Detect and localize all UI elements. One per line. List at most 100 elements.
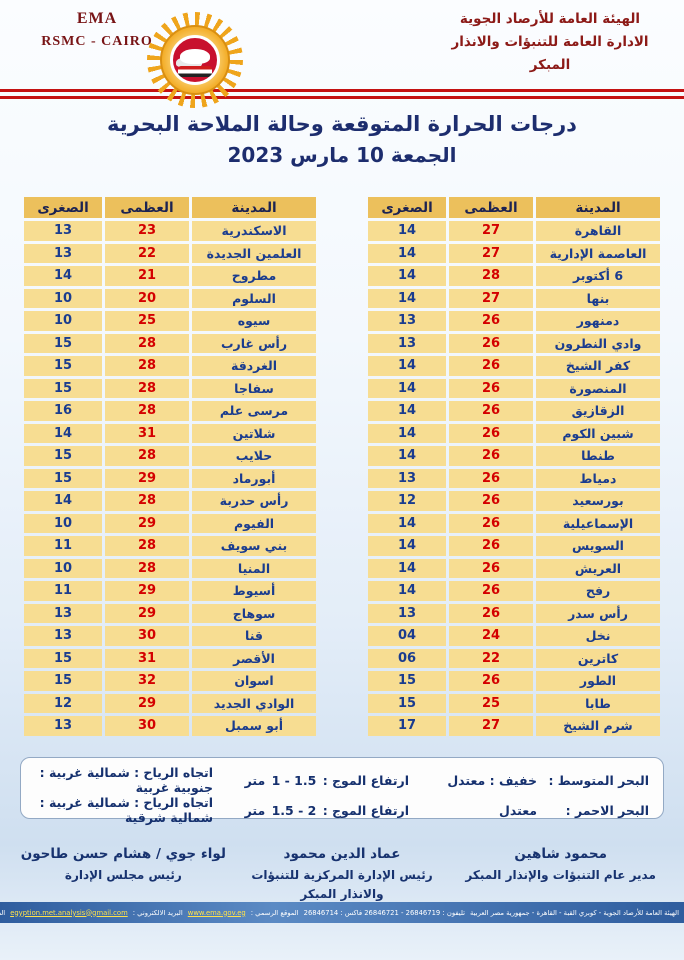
max-temp-cell: 32 — [105, 671, 189, 691]
min-temp-cell: 15 — [24, 671, 102, 691]
max-temp-cell: 31 — [105, 423, 189, 443]
table-row: كفر الشيخ 26 14 — [368, 356, 660, 376]
max-temp-cell: 28 — [449, 266, 533, 286]
table-row: المنيا 28 10 — [24, 558, 316, 578]
max-temp-cell: 29 — [105, 513, 189, 533]
min-temp-cell: 14 — [368, 221, 446, 241]
city-cell: مطروح — [192, 266, 316, 286]
min-temp-cell: 04 — [368, 626, 446, 646]
table-row: الطور 26 15 — [368, 671, 660, 691]
table-row: 6 أكتوبر 28 14 — [368, 266, 660, 286]
ema-logo — [147, 12, 243, 108]
signature-title: رئيس مجلس الإدارة — [64, 867, 182, 882]
min-temp-cell: 10 — [24, 513, 102, 533]
city-cell: أسيوط — [192, 581, 316, 601]
max-temp-cell: 22 — [105, 243, 189, 263]
city-cell: كفر الشيخ — [536, 356, 660, 376]
min-temp-cell: 13 — [24, 243, 102, 263]
city-cell: سوهاج — [192, 603, 316, 623]
max-temp-cell: 28 — [105, 446, 189, 466]
min-temp-cell: 10 — [24, 311, 102, 331]
min-temp-cell: 13 — [368, 468, 446, 488]
max-temp-cell: 22 — [449, 648, 533, 668]
wave-height: ارتفاع الموج : 1.5 - 2 متر — [213, 803, 409, 818]
min-temp-cell: 13 — [368, 311, 446, 331]
min-temp-cell: 13 — [24, 221, 102, 241]
footer-email-label: البريد الالكتروني : — [132, 908, 183, 917]
red-separator-line-bottom — [0, 96, 684, 99]
email-link[interactable]: egyption.met.analysis@gmail.com — [10, 908, 128, 917]
city-cell: العاصمة الإدارية — [536, 243, 660, 263]
city-cell: رفح — [536, 581, 660, 601]
max-temp-cell: 28 — [105, 356, 189, 376]
min-temp-cell: 13 — [24, 603, 102, 623]
table-row: العلمين الجديدة 22 13 — [24, 243, 316, 263]
table-row: قنا 30 13 — [24, 626, 316, 646]
footer-facebook-label: الصفحة الرسمية على الفيس بوك : — [0, 908, 6, 917]
signature-chairman: لواء جوي / هشام حسن طاحون رئيس مجلس الإد… — [14, 844, 233, 904]
table-row: سوهاج 29 13 — [24, 603, 316, 623]
bulletin-title: درجات الحرارة المتوقعة وحالة الملاحة الب… — [107, 112, 577, 136]
min-temp-cell: 06 — [368, 648, 446, 668]
min-temp-cell: 17 — [368, 716, 446, 736]
city-cell: بنها — [536, 288, 660, 308]
city-cell: اسوان — [192, 671, 316, 691]
city-cell: رأس حدربة — [192, 491, 316, 511]
city-cell: بورسعيد — [536, 491, 660, 511]
max-temp-cell: 26 — [449, 333, 533, 353]
max-temp-cell: 25 — [449, 693, 533, 713]
city-cell: شرم الشيخ — [536, 716, 660, 736]
table-row: بنها 27 14 — [368, 288, 660, 308]
table-row: أبو سمبل 30 13 — [24, 716, 316, 736]
min-temp-cell: 15 — [368, 671, 446, 691]
max-temp-cell: 26 — [449, 581, 533, 601]
min-column-header: الصغرى — [24, 197, 102, 218]
min-temp-cell: 12 — [368, 491, 446, 511]
max-temp-cell: 26 — [449, 468, 533, 488]
temperature-table-west: المدينة العظمى الصغرى الاسكندرية 23 13 العل… — [24, 197, 316, 736]
max-temp-cell: 26 — [449, 671, 533, 691]
org-arabic-title: الهيئة العامة للأرصاد الجوية الادارة الع… — [430, 8, 670, 77]
table-row: الاسكندرية 23 13 — [24, 221, 316, 241]
table-row: بني سويف 28 11 — [24, 536, 316, 556]
min-temp-cell: 13 — [368, 603, 446, 623]
footer-contact-bar: الهيئة العامة للأرصاد الجوية - كوبري الق… — [0, 902, 684, 923]
max-temp-cell: 25 — [105, 311, 189, 331]
table-row: شبين الكوم 26 14 — [368, 423, 660, 443]
table-row: اسوان 32 15 — [24, 671, 316, 691]
min-temp-cell: 14 — [368, 288, 446, 308]
wave-height-value: 1 - 1.5 — [271, 772, 317, 788]
city-cell: دمياط — [536, 468, 660, 488]
max-temp-cell: 29 — [105, 693, 189, 713]
min-column-header: الصغرى — [368, 197, 446, 218]
footer-site-label: الموقع الرسمي : — [250, 908, 299, 917]
max-temp-cell: 26 — [449, 446, 533, 466]
min-temp-cell: 15 — [368, 693, 446, 713]
table-row: سفاجا 28 15 — [24, 378, 316, 398]
min-temp-cell: 15 — [24, 333, 102, 353]
signature-central-admin-head: عماد الدين محمود رئيس الإدارة المركزية ل… — [233, 844, 452, 904]
min-temp-cell: 13 — [368, 333, 446, 353]
city-cell: الطور — [536, 671, 660, 691]
website-link[interactable]: www.ema.gov.eg — [187, 908, 246, 917]
max-temp-cell: 29 — [105, 581, 189, 601]
footer-org-address: الهيئة العامة للأرصاد الجوية - كوبري الق… — [469, 908, 679, 917]
min-temp-cell: 14 — [24, 423, 102, 443]
city-cell: العريش — [536, 558, 660, 578]
max-temp-cell: 21 — [105, 266, 189, 286]
max-temp-cell: 28 — [105, 491, 189, 511]
red-separator-line-top — [0, 89, 684, 92]
table-row: السويس 26 14 — [368, 536, 660, 556]
city-cell: الفيوم — [192, 513, 316, 533]
table-row: الوادي الجديد 29 12 — [24, 693, 316, 713]
table-row: الغردقة 28 15 — [24, 356, 316, 376]
city-cell: السويس — [536, 536, 660, 556]
table-row: كاترين 22 06 — [368, 648, 660, 668]
min-temp-cell: 13 — [24, 626, 102, 646]
city-cell: بني سويف — [192, 536, 316, 556]
min-temp-cell: 11 — [24, 536, 102, 556]
min-temp-cell: 14 — [368, 401, 446, 421]
city-cell: كاترين — [536, 648, 660, 668]
max-temp-cell: 29 — [105, 468, 189, 488]
